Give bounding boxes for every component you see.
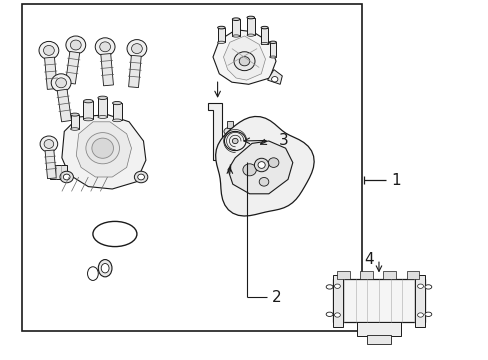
Bar <box>406 271 418 279</box>
Ellipse shape <box>98 96 107 99</box>
Ellipse shape <box>269 41 276 44</box>
Polygon shape <box>215 117 313 216</box>
Ellipse shape <box>70 128 79 130</box>
Ellipse shape <box>39 41 59 59</box>
Polygon shape <box>223 36 265 80</box>
Ellipse shape <box>86 132 119 164</box>
Ellipse shape <box>334 284 340 288</box>
Polygon shape <box>44 57 57 89</box>
Ellipse shape <box>224 131 245 150</box>
Ellipse shape <box>232 18 240 21</box>
Ellipse shape <box>424 312 431 316</box>
Polygon shape <box>128 55 141 87</box>
Ellipse shape <box>424 285 431 289</box>
Ellipse shape <box>417 284 423 288</box>
Bar <box>70 114 79 129</box>
Ellipse shape <box>269 56 276 58</box>
Ellipse shape <box>325 312 332 316</box>
Bar <box>261 28 268 44</box>
Bar <box>269 42 276 57</box>
Bar <box>83 101 93 120</box>
Ellipse shape <box>112 102 122 105</box>
Ellipse shape <box>232 35 240 37</box>
Ellipse shape <box>325 285 332 289</box>
Ellipse shape <box>224 127 235 135</box>
Bar <box>22 4 361 331</box>
Ellipse shape <box>112 119 122 122</box>
Polygon shape <box>57 89 71 122</box>
Polygon shape <box>101 54 113 86</box>
Ellipse shape <box>44 140 54 148</box>
Ellipse shape <box>101 264 109 273</box>
Text: 2: 2 <box>271 289 281 305</box>
Bar <box>336 271 349 279</box>
Ellipse shape <box>138 174 144 180</box>
Ellipse shape <box>258 162 264 168</box>
Polygon shape <box>65 51 80 84</box>
Ellipse shape <box>239 57 249 66</box>
Ellipse shape <box>246 34 254 36</box>
Bar <box>224 135 235 164</box>
Ellipse shape <box>243 164 256 176</box>
Text: 3: 3 <box>278 133 288 148</box>
Ellipse shape <box>66 36 85 54</box>
Polygon shape <box>62 114 145 189</box>
Ellipse shape <box>234 52 254 71</box>
Bar <box>383 271 395 279</box>
Bar <box>332 275 343 327</box>
Text: 4: 4 <box>364 252 373 267</box>
Ellipse shape <box>261 26 268 29</box>
Ellipse shape <box>43 45 54 55</box>
Ellipse shape <box>217 41 224 44</box>
Bar <box>366 335 390 344</box>
Ellipse shape <box>93 221 137 247</box>
Text: 1: 1 <box>390 172 400 188</box>
Ellipse shape <box>83 118 93 121</box>
Ellipse shape <box>51 74 71 92</box>
Polygon shape <box>76 122 131 177</box>
Ellipse shape <box>232 138 238 144</box>
Ellipse shape <box>334 313 340 317</box>
Ellipse shape <box>127 40 146 58</box>
Ellipse shape <box>70 40 81 50</box>
Bar <box>414 275 425 327</box>
Ellipse shape <box>40 136 58 152</box>
Bar <box>112 103 122 120</box>
Bar <box>232 19 240 36</box>
Ellipse shape <box>98 260 112 277</box>
Ellipse shape <box>98 116 107 118</box>
Bar <box>246 18 254 35</box>
Ellipse shape <box>246 16 254 19</box>
Polygon shape <box>207 103 254 160</box>
Ellipse shape <box>134 171 147 183</box>
Ellipse shape <box>271 77 277 82</box>
Bar <box>332 279 425 322</box>
Ellipse shape <box>259 177 268 186</box>
Bar <box>356 322 400 336</box>
Ellipse shape <box>60 171 73 183</box>
Ellipse shape <box>100 42 110 52</box>
Polygon shape <box>45 150 56 179</box>
Ellipse shape <box>95 38 115 56</box>
Ellipse shape <box>254 158 268 172</box>
Ellipse shape <box>268 158 278 167</box>
Bar <box>359 271 372 279</box>
Polygon shape <box>50 165 66 179</box>
Polygon shape <box>267 69 282 84</box>
Bar <box>98 98 107 117</box>
Polygon shape <box>227 141 292 194</box>
Ellipse shape <box>92 138 113 158</box>
Polygon shape <box>213 30 275 84</box>
Ellipse shape <box>63 174 70 180</box>
Ellipse shape <box>83 99 93 103</box>
Bar <box>226 121 232 128</box>
Ellipse shape <box>56 78 66 88</box>
Ellipse shape <box>217 26 224 29</box>
Ellipse shape <box>261 42 268 45</box>
Ellipse shape <box>70 113 79 116</box>
Ellipse shape <box>417 313 423 317</box>
Bar <box>217 28 224 42</box>
Ellipse shape <box>87 267 98 280</box>
Ellipse shape <box>131 44 142 54</box>
